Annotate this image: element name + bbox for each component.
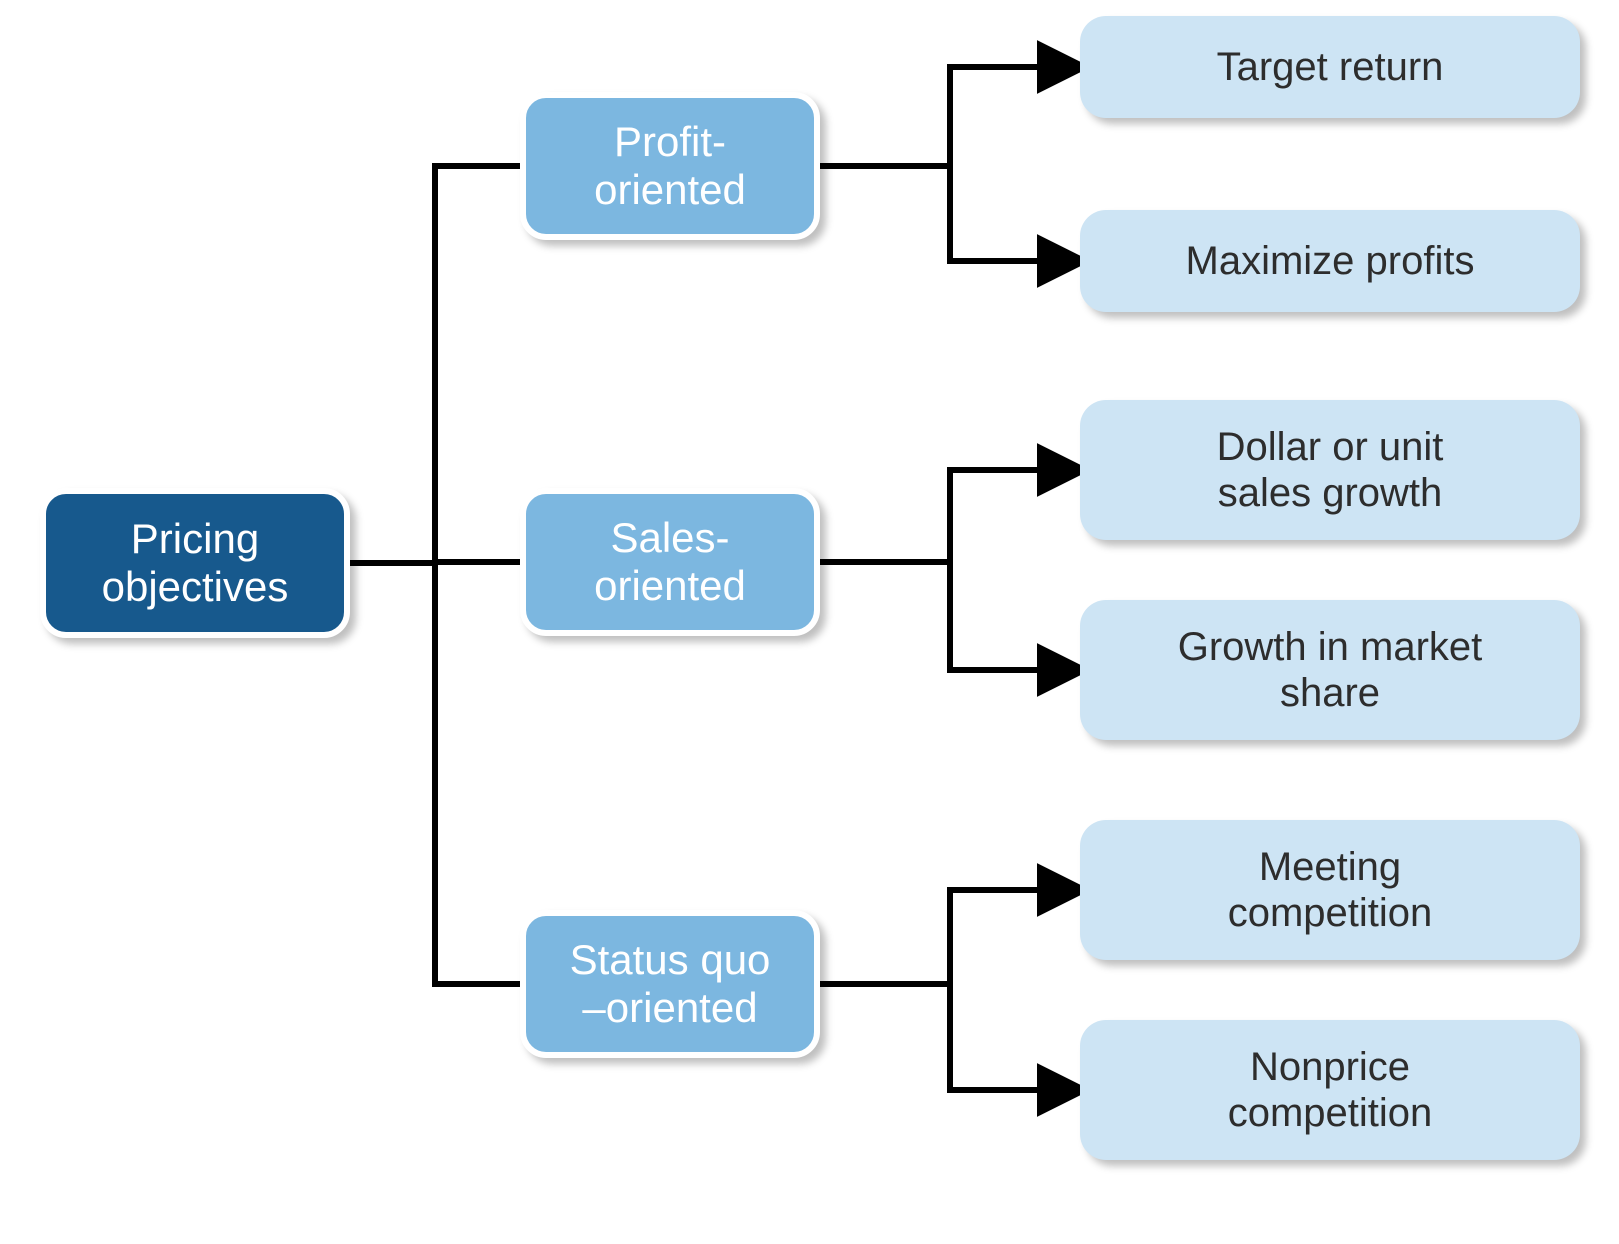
connector [350, 166, 520, 563]
node-label: Maximize profits [1186, 238, 1475, 284]
leaf-node-target-return: Target return [1080, 16, 1580, 118]
leaf-node-meeting-competition: Meetingcompetition [1080, 820, 1580, 960]
node-label: Growth in marketshare [1178, 624, 1483, 716]
connector [820, 890, 1080, 984]
connector [350, 563, 520, 984]
mid-node-status-quo-oriented: Status quo–oriented [520, 910, 820, 1058]
node-label: Meetingcompetition [1228, 844, 1433, 936]
node-label: Pricingobjectives [102, 515, 289, 612]
mid-node-sales-oriented: Sales-oriented [520, 488, 820, 636]
leaf-node-maximize-profits: Maximize profits [1080, 210, 1580, 312]
connector [820, 470, 1080, 562]
connector [350, 562, 520, 563]
node-label: Nonpricecompetition [1228, 1044, 1433, 1136]
connector [820, 562, 1080, 670]
node-label: Target return [1217, 44, 1444, 90]
node-label: Sales-oriented [594, 514, 746, 611]
leaf-node-nonprice-competition: Nonpricecompetition [1080, 1020, 1580, 1160]
mid-node-profit-oriented: Profit-oriented [520, 92, 820, 240]
node-label: Dollar or unitsales growth [1217, 424, 1444, 516]
node-label: Profit-oriented [594, 118, 746, 215]
connector [820, 67, 1080, 166]
connector [820, 984, 1080, 1090]
leaf-node-dollar-unit-sales-growth: Dollar or unitsales growth [1080, 400, 1580, 540]
diagram-canvas: Pricingobjectives Profit-oriented Sales-… [0, 0, 1619, 1244]
leaf-node-growth-market-share: Growth in marketshare [1080, 600, 1580, 740]
connector [820, 166, 1080, 261]
root-node-pricing-objectives: Pricingobjectives [40, 488, 350, 638]
node-label: Status quo–oriented [570, 936, 771, 1033]
